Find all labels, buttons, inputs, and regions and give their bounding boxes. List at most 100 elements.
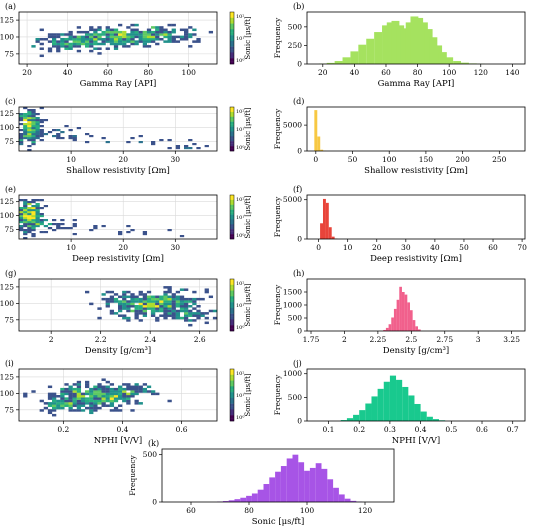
- heatmap-cell: [130, 302, 135, 306]
- heatmap-cell: [60, 223, 65, 226]
- heatmap-cell: [151, 35, 156, 39]
- heatmap-cell: [188, 33, 193, 36]
- heatmap-cell: [31, 209, 36, 212]
- heatmap-cell: [35, 125, 40, 128]
- histogram-bar: [315, 463, 322, 502]
- colorbar-segment: [230, 284, 234, 288]
- histogram-bar: [309, 467, 316, 502]
- heatmap-cell: [19, 137, 24, 140]
- heatmap-cell: [89, 387, 94, 391]
- colorbar-frame: [229, 368, 235, 422]
- heatmap-cell: [68, 137, 73, 140]
- heatmap-cell: [80, 404, 86, 407]
- heatmap-cell: [31, 225, 36, 228]
- heatmap-cell: [184, 28, 189, 32]
- heatmap-cell: [31, 219, 36, 222]
- colorbar-segment: [230, 116, 234, 120]
- heatmap-cell: [113, 33, 119, 36]
- heatmap-cell: [179, 38, 185, 41]
- x-tick-label: 0.4: [116, 425, 128, 434]
- colorbar-segment: [230, 305, 234, 309]
- heatmap-cell: [72, 390, 77, 393]
- heatmap-cell: [23, 237, 28, 240]
- x-tick-label: 2.75: [436, 335, 453, 344]
- heatmap-cell: [72, 402, 77, 405]
- heatmap-cell: [118, 23, 123, 27]
- heatmap-cell: [68, 47, 73, 50]
- heatmap-cell: [31, 131, 36, 134]
- heatmap-cell: [184, 302, 189, 306]
- heatmap-cell: [155, 26, 160, 29]
- heatmap-cell: [89, 49, 94, 53]
- heatmap-cell: [126, 302, 131, 306]
- x-axis-label: Gamma Ray [API]: [80, 79, 157, 89]
- colorbar-segment: [230, 195, 234, 198]
- heatmap-cell: [60, 395, 65, 398]
- heatmap-cell: [39, 47, 44, 50]
- heatmap-cell: [39, 131, 44, 134]
- heatmap-cell: [39, 119, 44, 122]
- heatmap-cell: [76, 387, 82, 391]
- heatmap-cell: [23, 125, 28, 128]
- heatmap-cell: [142, 42, 148, 46]
- heatmap-cell: [118, 35, 123, 39]
- colorbar-segment: [230, 389, 234, 393]
- histogram-bar: [322, 198, 326, 239]
- heatmap-cell: [80, 395, 86, 398]
- panel-label-i: (i): [5, 359, 14, 368]
- heatmap-cell: [68, 42, 73, 46]
- heatmap-cell: [179, 35, 185, 39]
- x-tick-label: 100: [442, 68, 457, 77]
- colorbar-segment: [230, 46, 234, 50]
- histogram-bar: [222, 501, 229, 502]
- heatmap-cell: [56, 399, 61, 403]
- heatmap-cell: [31, 133, 36, 136]
- heatmap-cell: [105, 305, 110, 308]
- heatmap-cell: [171, 30, 176, 34]
- heatmap-cell: [122, 305, 127, 308]
- heatmap-cell: [122, 30, 127, 34]
- x-axis-label: Sonic [μs/ft]: [252, 517, 305, 527]
- colorbar-segment: [230, 287, 234, 291]
- heatmap-cell: [76, 49, 82, 53]
- heatmap-cell: [142, 33, 148, 36]
- y-tick-label: 500: [288, 314, 303, 323]
- heatmap-cell: [68, 390, 73, 393]
- heatmap-cell: [167, 23, 172, 27]
- colorbar-segment: [230, 236, 234, 240]
- heatmap-cell: [43, 406, 49, 410]
- heatmap-cell: [130, 42, 135, 46]
- heatmap-cell: [126, 231, 131, 234]
- heatmap-cell: [89, 42, 94, 46]
- x-tick-label: 60: [186, 506, 196, 515]
- heatmap-cell: [159, 30, 164, 34]
- heatmap-cell: [208, 309, 214, 313]
- colorbar-segment: [230, 61, 234, 65]
- heatmap-cell: [192, 143, 197, 146]
- heatmap-cell: [134, 316, 139, 320]
- heatmap-cell: [68, 387, 73, 391]
- heatmap-cell: [175, 314, 181, 317]
- heatmap-cell: [85, 392, 90, 396]
- heatmap-cell: [68, 404, 73, 407]
- heatmap-cell: [118, 233, 123, 236]
- heatmap-cell: [134, 305, 139, 308]
- y-tick-label: 100: [0, 211, 14, 220]
- heatmap-cell: [52, 413, 57, 417]
- histogram-bar: [353, 414, 360, 421]
- heatmap-cell: [72, 225, 77, 228]
- heatmap-cell: [39, 399, 44, 403]
- heatmap-cell: [184, 307, 189, 310]
- y-axis-label: Frequency: [273, 108, 282, 149]
- heatmap-cell: [27, 129, 32, 132]
- heatmap-cell: [31, 213, 36, 216]
- colorbar-tick-label: 10¹: [236, 393, 244, 399]
- heatmap-cell: [171, 316, 176, 320]
- heatmap-cell: [151, 297, 156, 301]
- heatmap-cell: [212, 309, 218, 313]
- x-tick-label: 250: [492, 155, 507, 164]
- heatmap-cell: [101, 387, 106, 391]
- colorbar-segment: [230, 55, 234, 59]
- histogram-bar: [393, 308, 397, 331]
- histogram-bar: [365, 403, 372, 421]
